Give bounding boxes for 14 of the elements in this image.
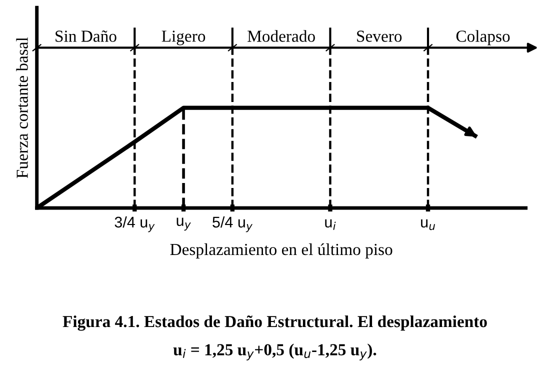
text: Ligero [162, 30, 206, 46]
text: Sin Daño [56, 30, 116, 42]
x-tick-label: 5/4 u$_{y}$ [212, 216, 253, 232]
x-tick-label: 3/4 u$_{y}$ [114, 216, 155, 232]
y-axis-title: Fuerza cortante basal [16, 37, 28, 178]
x-axis-title: Desplazamiento en el último piso [170, 243, 392, 258]
text: Colapso [456, 30, 510, 46]
text: Severo [357, 30, 402, 42]
text: Figura 4.1. Estados de Daño Estructural. El desplazamiento [62, 315, 487, 331]
x-tick-label: u$_{y}$ [176, 218, 191, 231]
x-tick-label: u$_{u}$ [421, 219, 436, 230]
x-tick-label: u$_{i}$ [325, 219, 336, 230]
text: u$_{i}$ = 1,25 u$_{y}$+0,5 (u$_{u}$-1,25 u$_{y}$). [173, 344, 376, 360]
text: Moderado [248, 30, 315, 42]
